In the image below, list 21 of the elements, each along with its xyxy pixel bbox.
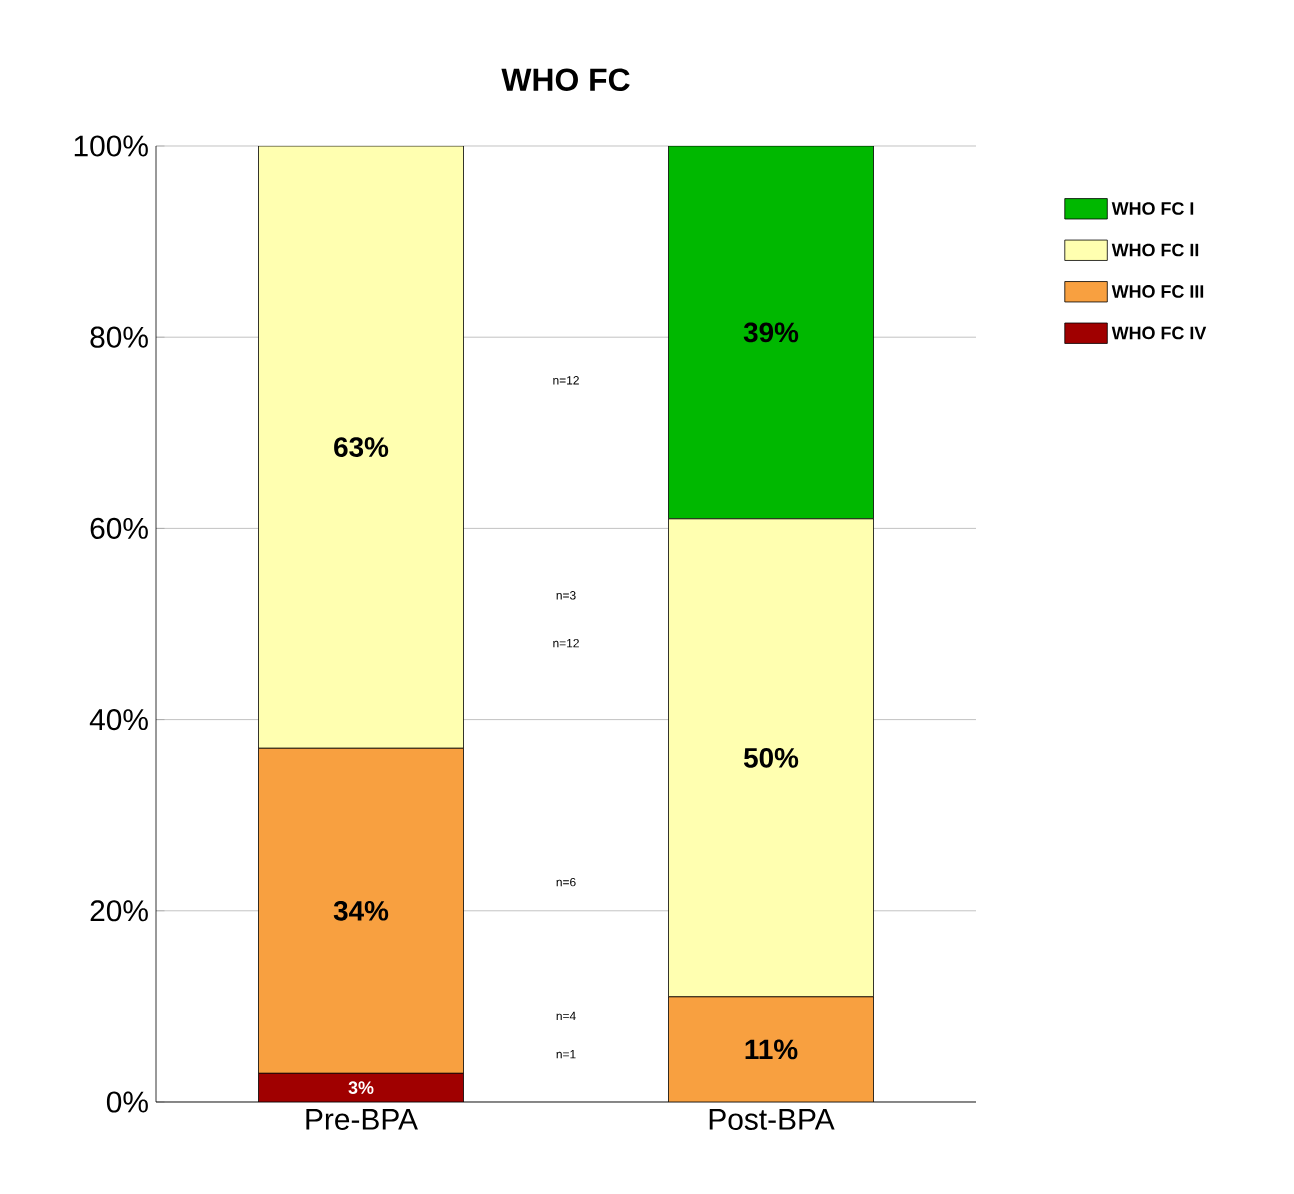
legend-label: WHO FC IV: [1111, 326, 1207, 340]
data-label: 11%: [745, 1039, 798, 1060]
data-label: 63%: [334, 437, 389, 458]
bar: [668, 996, 874, 1102]
y-tick-label: 80%: [90, 326, 148, 348]
x-tick-label: Post-BPA: [709, 1109, 835, 1130]
data-label: 50%: [743, 747, 799, 768]
data-label: 34%: [333, 900, 389, 921]
legend-label: WHO FC III: [1111, 285, 1204, 298]
y-tick-label: 100%: [74, 135, 148, 157]
legend-label: WHO FC I: [1111, 202, 1194, 215]
bar: [258, 747, 464, 1074]
y-tick-label: 20%: [90, 900, 148, 922]
y-tick-label: 0%: [106, 1091, 148, 1113]
chart-title: WHO FC: [501, 68, 630, 91]
data-label: 3%: [348, 1081, 374, 1095]
x-tick-label: Pre-BPA: [306, 1109, 418, 1130]
legend-label: WHO FC II: [1111, 243, 1199, 257]
y-tick-label: 40%: [89, 709, 148, 731]
y-tick-label: 60%: [90, 517, 148, 539]
data-label: 39%: [743, 322, 799, 343]
